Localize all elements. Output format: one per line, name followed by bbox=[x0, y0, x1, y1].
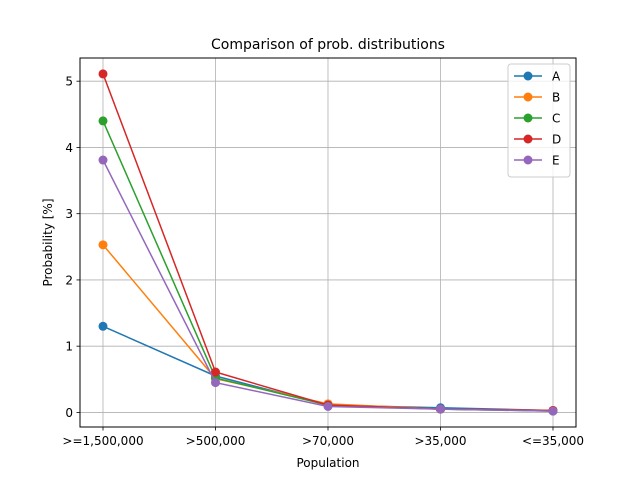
y-tick-label: 1 bbox=[65, 340, 73, 354]
legend-swatch-marker bbox=[523, 134, 533, 144]
data-point bbox=[323, 401, 333, 411]
legend-label: B bbox=[552, 91, 560, 105]
y-tick-label: 2 bbox=[65, 273, 73, 287]
data-point bbox=[211, 367, 220, 377]
data-point bbox=[436, 404, 445, 414]
legend-label: E bbox=[552, 154, 560, 168]
chart-title: Comparison of prob. distributions bbox=[211, 37, 445, 53]
axes: >=1,500,000 >500,000 >70,000 >35,000 <=35,00… bbox=[62, 75, 584, 448]
legend-label: D bbox=[552, 133, 561, 147]
y-tick-label: 4 bbox=[65, 141, 73, 155]
legend-box bbox=[507, 63, 571, 178]
y-tick-label: 0 bbox=[65, 406, 73, 420]
x-tick-label: >500,000 bbox=[186, 434, 246, 448]
data-point bbox=[98, 69, 108, 79]
data-point bbox=[548, 406, 558, 416]
series-group bbox=[98, 69, 558, 416]
legend-swatch-marker bbox=[523, 92, 533, 102]
legend-swatch-marker bbox=[523, 155, 533, 165]
legend-item-A: A bbox=[514, 70, 561, 84]
legend-label: C bbox=[552, 112, 560, 126]
legend-item-E: E bbox=[514, 154, 560, 168]
legend-item-B: B bbox=[514, 91, 560, 105]
grid bbox=[80, 58, 576, 427]
x-axis-label: Population bbox=[296, 456, 359, 470]
y-axis-label: Probability [%] bbox=[41, 198, 55, 286]
data-point bbox=[98, 116, 108, 126]
legend-swatch-marker bbox=[523, 71, 533, 81]
data-point bbox=[98, 155, 108, 165]
legend-swatch-marker bbox=[523, 113, 533, 123]
data-point bbox=[98, 240, 108, 250]
x-tick-label: >70,000 bbox=[302, 434, 354, 448]
y-tick-label: 5 bbox=[65, 75, 73, 89]
x-tick-label: <=35,000 bbox=[522, 434, 584, 448]
legend-label: A bbox=[552, 70, 561, 84]
x-tick-label: >35,000 bbox=[414, 434, 466, 448]
legend-item-D: D bbox=[514, 133, 561, 147]
legend-item-C: C bbox=[514, 112, 560, 126]
series-E bbox=[98, 155, 558, 416]
x-tick-label: >=1,500,000 bbox=[62, 434, 143, 448]
data-point bbox=[211, 378, 220, 388]
y-tick-label: 3 bbox=[65, 207, 73, 221]
data-point bbox=[98, 321, 108, 331]
